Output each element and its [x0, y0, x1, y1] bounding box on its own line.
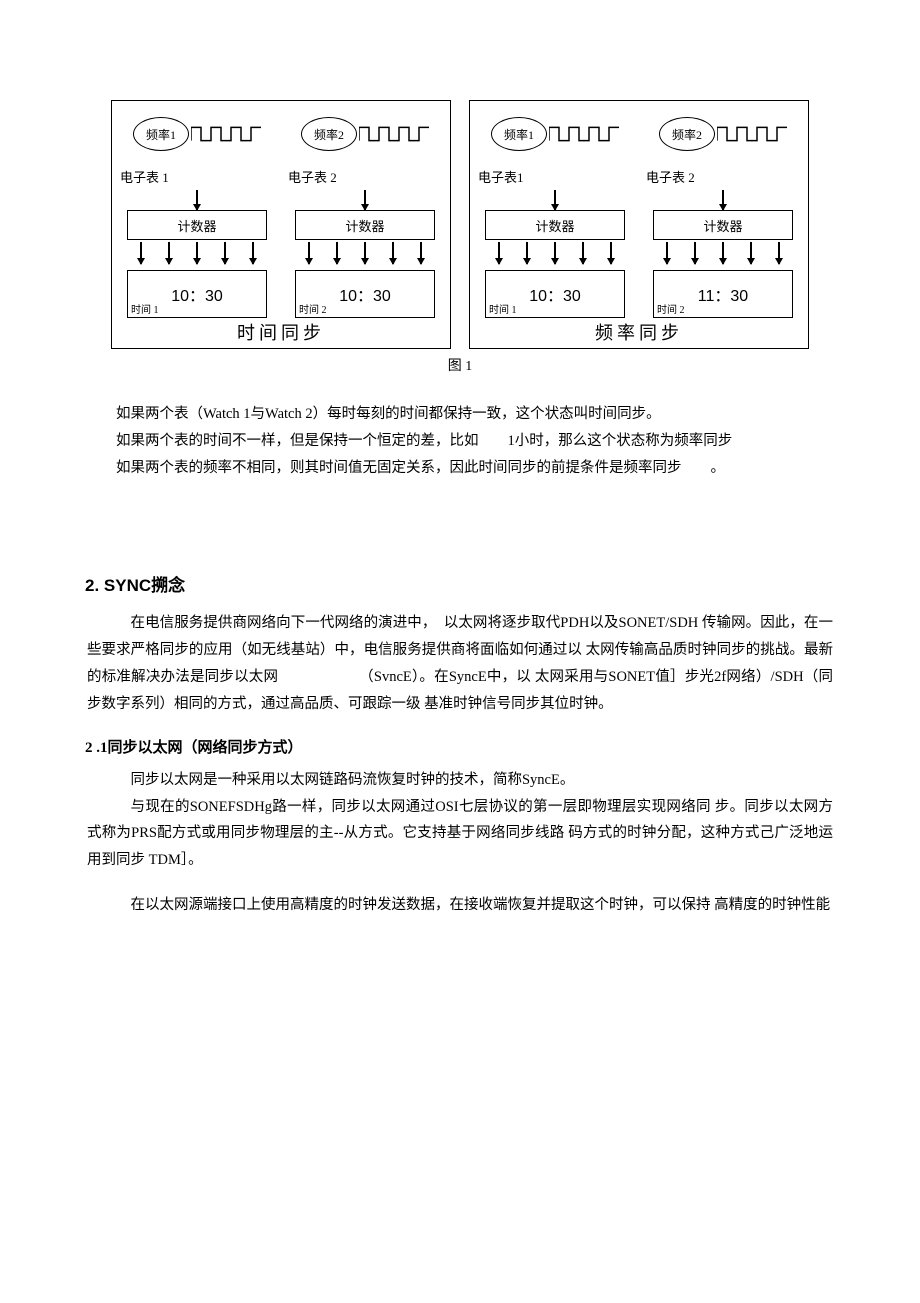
- section-2-body: 在电信服务提供商网络向下一代网络的演进中， 以太网将逐步取代PDH以及SONET…: [85, 610, 835, 717]
- freq-oval: 频率1: [491, 117, 547, 151]
- square-wave-icon: [717, 123, 787, 145]
- intro-p1: 如果两个表（Watch 1与Watch 2）每时每刻的时间都保持一致，这个状态叫…: [87, 401, 833, 428]
- arrow-down-icon: [392, 242, 394, 264]
- wave-icon: [549, 123, 619, 145]
- arrow-down-icon: [554, 190, 556, 210]
- arrow-down-icon: [196, 190, 198, 210]
- wave-icon: [717, 123, 787, 145]
- time-box: 10：30时间 1: [485, 270, 625, 318]
- diagram-panel-1: 频率1电子表1计数器10：30时间 1频率2电子表 2计数器11：30时间 2频…: [469, 100, 809, 349]
- counter-box: 计数器: [127, 210, 267, 240]
- time-sublabel: 时间 1: [131, 301, 159, 316]
- square-wave-icon: [549, 123, 619, 145]
- counter-box: 计数器: [295, 210, 435, 240]
- sec2-p1: 在电信服务提供商网络向下一代网络的演进中， 以太网将逐步取代PDH以及SONET…: [87, 610, 833, 717]
- arrow-set: [485, 242, 625, 270]
- panel-caption: 频率同步: [476, 318, 802, 348]
- panel-1-col-1: 频率2 电子表 2 计数器 11：30时间 2: [644, 111, 802, 318]
- intro-block: 如果两个表（Watch 1与Watch 2）每时每刻的时间都保持一致，这个状态叫…: [85, 401, 835, 481]
- panel-0-col-1: 频率2 电子表 2 计数器 10：30时间 2: [286, 111, 444, 318]
- arrow-set: [127, 242, 267, 270]
- arrow-down-icon: [722, 190, 724, 210]
- panel-1-col-0: 频率1 电子表1 计数器 10：30时间 1: [476, 111, 634, 318]
- time-box: 10：30时间 1: [127, 270, 267, 318]
- intro-p3: 如果两个表的频率不相同，则其时间值无固定关系，因此时间同步的前提条件是频率同步 …: [87, 455, 833, 482]
- wave-icon: [191, 123, 261, 145]
- section-2-1-body: 同步以太网是一种采用以太网链路码流恢复时钟的技术，简称SyncE。 与现在的SO…: [85, 767, 835, 919]
- arrow-down-icon: [610, 242, 612, 264]
- arrow-down-icon: [196, 242, 198, 264]
- arrow-down-icon: [364, 242, 366, 264]
- intro-p2: 如果两个表的时间不一样，但是保持一个恒定的差，比如 1小时，那么这个状态称为频率…: [87, 428, 833, 455]
- sec21-p1: 同步以太网是一种采用以太网链路码流恢复时钟的技术，简称SyncE。: [87, 767, 833, 794]
- arrow-down-icon: [666, 242, 668, 264]
- panel-caption: 时间同步: [118, 318, 444, 348]
- arrow-down-icon: [582, 242, 584, 264]
- sec21-p3: 在以太网源端接口上使用高精度的时钟发送数据，在接收端恢复并提取这个时钟，可以保持…: [87, 892, 833, 919]
- time-box: 10：30时间 2: [295, 270, 435, 318]
- arrow-down-icon: [252, 242, 254, 264]
- arrow-down-icon: [364, 190, 366, 210]
- figure-1: 频率1 电子表 1 计数器 10：30时间 1 频率2 电子表 2 计数器 10：30时间 2…: [85, 100, 835, 349]
- sec21-p2: 与现在的SONEFSDHg路一样，同步以太网通过OSI七层协议的第一层即物理层实…: [87, 794, 833, 874]
- figure-caption: 图 1: [85, 355, 835, 375]
- counter-box: 计数器: [485, 210, 625, 240]
- watch-label: 电子表 2: [286, 167, 337, 186]
- diagram-panel-0: 频率1 电子表 1 计数器 10：30时间 1 频率2 电子表 2 计数器 10：30时间 2…: [111, 100, 451, 349]
- section-2-heading: 2. SYNC搠念: [85, 571, 835, 596]
- arrow-down-icon: [308, 242, 310, 264]
- arrow-down-icon: [224, 242, 226, 264]
- freq-oval: 频率2: [301, 117, 357, 151]
- arrow-down-icon: [168, 242, 170, 264]
- arrow-set: [653, 242, 793, 270]
- time-sublabel: 时间 2: [299, 301, 327, 316]
- freq-oval: 频率1: [133, 117, 189, 151]
- freq-oval: 频率2: [659, 117, 715, 151]
- arrow-down-icon: [750, 242, 752, 264]
- counter-box: 计数器: [653, 210, 793, 240]
- arrow-down-icon: [554, 242, 556, 264]
- time-sublabel: 时间 2: [657, 301, 685, 316]
- arrow-down-icon: [140, 242, 142, 264]
- watch-label: 电子表 2: [644, 167, 695, 186]
- arrow-down-icon: [526, 242, 528, 264]
- arrow-set: [295, 242, 435, 270]
- arrow-down-icon: [498, 242, 500, 264]
- arrow-down-icon: [420, 242, 422, 264]
- arrow-down-icon: [694, 242, 696, 264]
- panel-0-col-0: 频率1 电子表 1 计数器 10：30时间 1: [118, 111, 276, 318]
- watch-label: 电子表 1: [118, 167, 169, 186]
- square-wave-icon: [191, 123, 261, 145]
- square-wave-icon: [359, 123, 429, 145]
- time-box: 11：30时间 2: [653, 270, 793, 318]
- time-sublabel: 时间 1: [489, 301, 517, 316]
- section-2-1-heading: 2 .1同步以太网（网络同步方式）: [85, 736, 835, 757]
- wave-icon: [359, 123, 429, 145]
- arrow-down-icon: [336, 242, 338, 264]
- arrow-down-icon: [722, 242, 724, 264]
- arrow-down-icon: [778, 242, 780, 264]
- watch-label: 电子表1: [476, 167, 524, 186]
